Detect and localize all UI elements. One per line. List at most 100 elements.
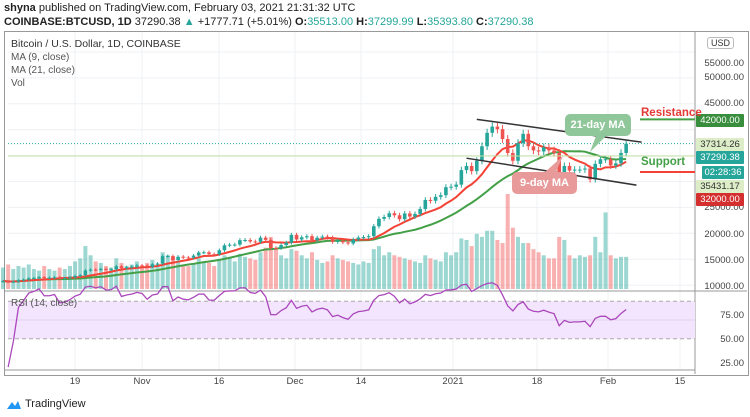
volume-bar bbox=[598, 252, 603, 289]
volume-bar bbox=[423, 255, 428, 289]
candle-body bbox=[351, 239, 355, 244]
volume-bar bbox=[243, 256, 248, 289]
volume-bar bbox=[114, 258, 119, 289]
candle-body bbox=[274, 248, 278, 250]
legend-ma9[interactable]: MA (9, close) bbox=[11, 52, 70, 63]
volume-bar bbox=[619, 256, 623, 289]
candle-body bbox=[552, 150, 556, 154]
low-value: 35393.80 bbox=[427, 16, 473, 28]
legend-vol[interactable]: Vol bbox=[11, 78, 25, 89]
price-tick: 15000.00 bbox=[704, 255, 744, 266]
candle-body bbox=[99, 268, 103, 270]
open-value: 35513.00 bbox=[307, 16, 354, 28]
volume-bar bbox=[546, 258, 551, 289]
candle-body bbox=[166, 256, 170, 258]
volume-bar bbox=[124, 266, 129, 289]
high-value: 37299.99 bbox=[367, 16, 414, 28]
candle-body bbox=[171, 256, 175, 261]
candle-body bbox=[155, 263, 160, 265]
candle-body bbox=[160, 256, 165, 264]
candle-body bbox=[119, 266, 124, 269]
candle-body bbox=[603, 159, 608, 161]
candle-body bbox=[511, 153, 515, 161]
volume-bar bbox=[310, 252, 314, 289]
candle-body bbox=[624, 143, 628, 153]
candle-body bbox=[68, 277, 72, 279]
time-tick: Dec bbox=[286, 376, 304, 387]
volume-bar bbox=[346, 261, 351, 289]
publish-text: published on TradingView.com, February 0… bbox=[38, 2, 356, 14]
volume-bar bbox=[397, 256, 402, 289]
candle-body bbox=[480, 146, 484, 161]
volume-bar bbox=[485, 230, 490, 289]
volume-bar bbox=[21, 267, 26, 289]
candle-body bbox=[32, 277, 36, 279]
candle-body bbox=[217, 250, 222, 255]
volume-bar bbox=[119, 262, 124, 289]
currency-button[interactable]: USD bbox=[707, 37, 735, 49]
candle-body bbox=[104, 268, 108, 270]
volume-bar bbox=[593, 236, 598, 289]
candle-body bbox=[526, 133, 531, 147]
volume-bar bbox=[495, 239, 500, 289]
candle-body bbox=[63, 278, 67, 280]
candle-body bbox=[47, 277, 52, 279]
candle-body bbox=[109, 269, 113, 271]
volume-bar bbox=[335, 258, 340, 289]
candle-body bbox=[181, 256, 186, 258]
volume-bar bbox=[258, 252, 263, 289]
candle-body bbox=[438, 195, 443, 197]
candle-body bbox=[330, 237, 335, 242]
rsi-legend[interactable]: RSI (14, close) bbox=[11, 298, 78, 309]
volume-bar bbox=[562, 239, 567, 289]
volume-bar bbox=[140, 267, 145, 289]
candle-body bbox=[536, 150, 541, 152]
volume-bar bbox=[557, 236, 562, 289]
candle-body bbox=[26, 278, 31, 280]
time-tick: 18 bbox=[531, 376, 543, 387]
ma9-callout-pointer bbox=[545, 156, 563, 172]
volume-bar bbox=[541, 255, 546, 289]
candle-body bbox=[500, 129, 505, 140]
time-tick: Feb bbox=[599, 376, 617, 387]
legend-ma21[interactable]: MA (21, close) bbox=[11, 65, 75, 76]
support-price-tag: 32000.00 bbox=[696, 193, 744, 206]
candle-body bbox=[335, 240, 340, 242]
volume-bar bbox=[145, 262, 150, 289]
candle-body bbox=[232, 244, 237, 246]
last-price-tag: 37290.38 bbox=[696, 151, 744, 164]
brand-name: TradingView bbox=[25, 398, 86, 410]
volume-bar bbox=[608, 255, 613, 289]
ma9-callout: 9-day MA bbox=[512, 172, 577, 194]
candle-body bbox=[588, 168, 592, 180]
volume-bar bbox=[603, 212, 608, 289]
price-tick: 45000.00 bbox=[704, 98, 744, 109]
volume-bar bbox=[577, 255, 582, 289]
candle-body bbox=[402, 213, 407, 220]
price-tick: 50000.00 bbox=[704, 72, 744, 83]
tradingview-logo[interactable]: TradingView bbox=[6, 398, 86, 410]
volume-bar bbox=[248, 258, 253, 289]
volume-bar bbox=[191, 262, 196, 289]
candle-body bbox=[1, 281, 5, 283]
volume-bar bbox=[376, 246, 381, 289]
volume-bar bbox=[109, 267, 114, 289]
volume-bar bbox=[304, 258, 309, 289]
volume-bar bbox=[315, 259, 320, 289]
candle-body bbox=[418, 208, 422, 214]
volume-bar bbox=[526, 243, 531, 289]
low-label: L: bbox=[416, 16, 428, 28]
candle-body bbox=[382, 216, 386, 219]
volume-bar bbox=[428, 258, 433, 289]
volume-bar bbox=[104, 266, 108, 289]
candle-body bbox=[397, 215, 402, 220]
rsi-line bbox=[7, 282, 627, 368]
candle-body bbox=[202, 252, 206, 254]
time-tick: 2021 bbox=[442, 376, 464, 387]
candle-body bbox=[129, 266, 134, 268]
volume-bar bbox=[83, 246, 88, 289]
up-arrow-icon: ▲ bbox=[183, 16, 195, 28]
volume-bar bbox=[78, 258, 83, 289]
volume-bar bbox=[413, 261, 417, 289]
